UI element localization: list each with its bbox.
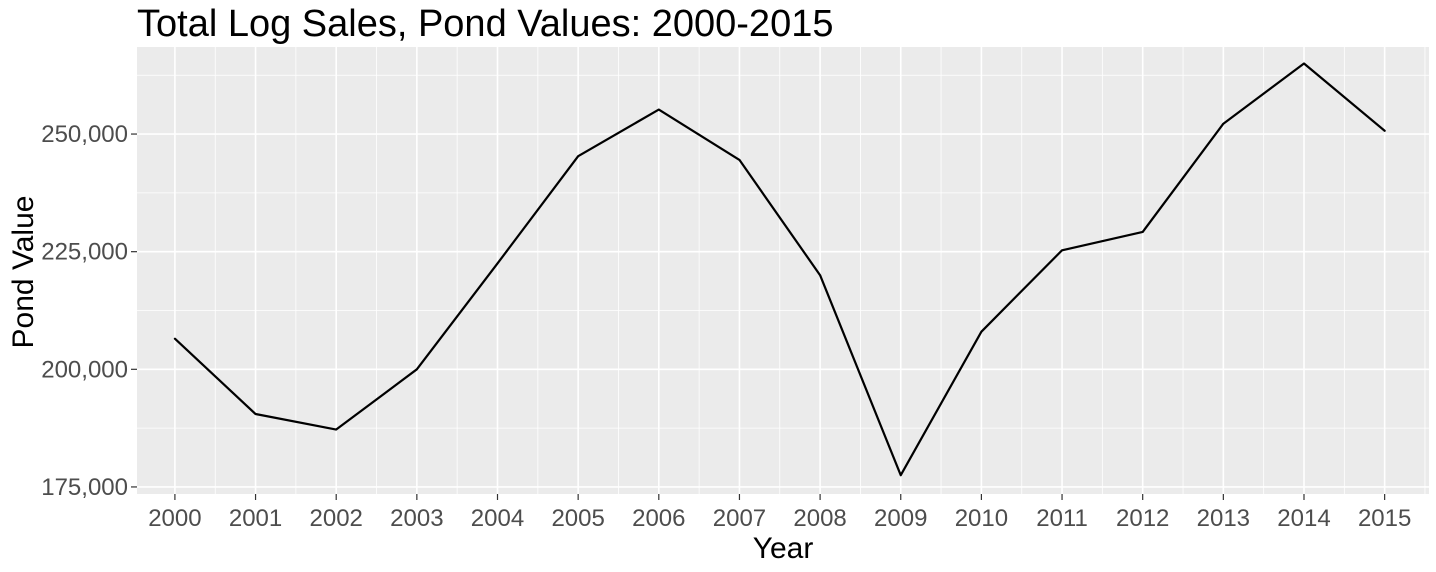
x-tick-label: 2001: [229, 505, 282, 532]
y-tick-label: 200,000: [41, 356, 128, 383]
x-tick-label: 2011: [1036, 505, 1088, 532]
y-tick-label: 250,000: [41, 121, 128, 148]
series-line: [173, 62, 1386, 477]
x-tick-label: 2014: [1277, 505, 1330, 532]
x-tick-label: 2003: [390, 505, 443, 532]
y-tick-label: 175,000: [41, 474, 128, 501]
x-tick-label: 2005: [551, 505, 604, 532]
x-axis: 2000 2001 2002 2003 2004 2005 2006 2007 2008 2009…: [148, 494, 1411, 532]
x-tick-label: 2006: [632, 505, 685, 532]
x-tick-label: 2002: [310, 505, 363, 532]
chart-title: Total Log Sales, Pond Values: 2000-2015: [137, 3, 833, 45]
y-axis-title: Pond Value: [7, 196, 40, 349]
x-tick-label: 2012: [1116, 505, 1169, 532]
y-axis: 175,000 200,000 225,000 250,000: [41, 121, 137, 501]
plot-panel: [137, 47, 1429, 494]
major-gridlines: [137, 47, 1429, 494]
x-tick-label: 2000: [148, 505, 201, 532]
x-tick-label: 2010: [955, 505, 1008, 532]
series-group: [173, 62, 1386, 477]
x-tick-label: 2015: [1358, 505, 1411, 532]
minor-gridlines: [137, 47, 1429, 494]
x-tick-label: 2007: [713, 505, 766, 532]
x-tick-label: 2008: [793, 505, 846, 532]
x-tick-label: 2009: [874, 505, 927, 532]
x-tick-label: 2013: [1197, 505, 1250, 532]
x-tick-label: 2004: [471, 505, 524, 532]
y-tick-label: 225,000: [41, 239, 128, 266]
x-axis-title: Year: [753, 532, 814, 565]
